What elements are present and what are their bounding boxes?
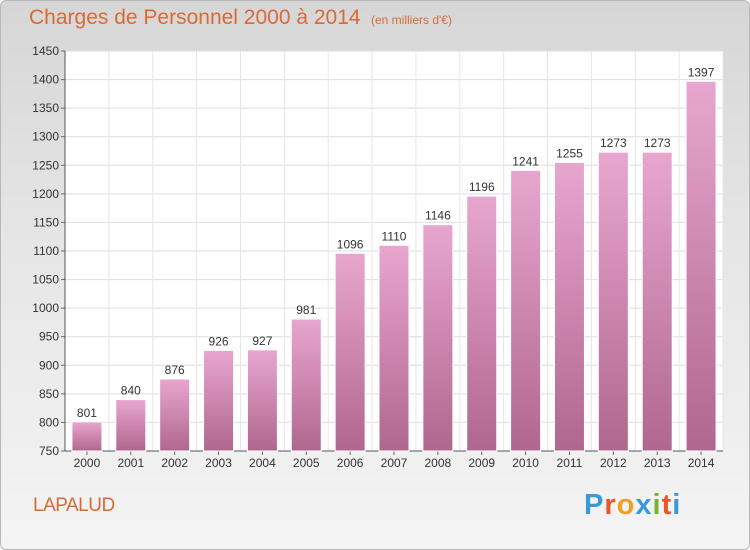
x-tick-label: 2008 (425, 456, 452, 470)
y-tick-label: 1000 (32, 301, 59, 315)
data-label: 840 (121, 384, 141, 398)
bar (159, 378, 191, 452)
chart-title: Charges de Personnel 2000 à 2014 (29, 6, 361, 29)
logo-letter: r (604, 489, 617, 521)
x-tick-label: 2001 (117, 456, 144, 470)
data-labels: 801 840 876 926 927 981 1096 1110 1146 1196 1241 12… (77, 65, 715, 420)
y-tick-label: 1450 (32, 44, 59, 58)
chart-subtitle: (en milliers d'€) (371, 13, 452, 27)
bar (422, 224, 454, 452)
bar (510, 169, 542, 452)
data-label: 927 (252, 334, 272, 348)
y-tick-label: 1250 (32, 158, 59, 172)
bar (71, 421, 103, 452)
x-tick-label: 2005 (293, 456, 320, 470)
y-tick-label: 900 (39, 358, 59, 372)
bar (466, 195, 498, 452)
bar (203, 349, 235, 452)
bar (597, 151, 629, 452)
y-tick-label: 1050 (32, 273, 59, 287)
logo-letter: i (672, 489, 682, 521)
y-tick-label: 1300 (32, 130, 59, 144)
y-tick-label: 1100 (33, 244, 59, 258)
bar (378, 244, 410, 452)
data-label: 1110 (382, 229, 407, 243)
proxiti-logo: Proxiti (584, 489, 681, 522)
data-label: 1255 (556, 146, 583, 160)
data-label: 926 (209, 334, 229, 348)
y-tick-label: 1350 (32, 101, 59, 115)
logo-letter: P (584, 489, 605, 521)
x-tick-label: 2000 (74, 456, 101, 470)
y-tick-label: 800 (39, 415, 59, 429)
data-label: 1397 (688, 65, 715, 79)
place-name: LAPALUD (33, 495, 115, 516)
data-label: 1096 (337, 237, 364, 251)
bar (115, 399, 147, 452)
logo-letter: t (661, 489, 673, 521)
y-tick-label: 1400 (32, 73, 59, 87)
bar (334, 252, 366, 452)
data-label: 1146 (425, 209, 451, 223)
y-tick-label: 1150 (33, 215, 59, 229)
data-label: 1241 (512, 154, 539, 168)
x-tick-label: 2002 (161, 456, 188, 470)
x-tick-label: 2003 (205, 456, 232, 470)
x-tick-label: 2014 (688, 456, 715, 470)
data-label: 876 (165, 363, 185, 377)
axes: 750 800 850 900 950 1000 1050 1100 1150 1200 1250 1… (32, 44, 723, 470)
logo-letter: i (652, 489, 662, 521)
y-tick-label: 850 (39, 387, 59, 401)
x-tick-label: 2009 (468, 456, 495, 470)
x-tick-label: 2012 (600, 456, 627, 470)
data-label: 1196 (469, 180, 495, 194)
bar (685, 80, 717, 452)
data-label: 1273 (600, 136, 627, 150)
x-tick-label: 2011 (557, 456, 583, 470)
bar (246, 349, 278, 452)
x-tick-label: 2010 (512, 456, 539, 470)
y-tick-label: 750 (39, 444, 59, 458)
data-label: 801 (77, 406, 97, 420)
bar (641, 151, 673, 452)
bars (71, 80, 717, 452)
x-tick-label: 2006 (337, 456, 364, 470)
x-tick-label: 2004 (249, 456, 276, 470)
bar (290, 318, 322, 452)
y-tick-label: 1200 (32, 187, 59, 201)
x-tick-label: 2007 (381, 456, 408, 470)
data-label: 1273 (644, 136, 671, 150)
logo-letter: o (616, 489, 636, 521)
y-tick-label: 950 (39, 330, 59, 344)
data-label: 981 (296, 303, 316, 317)
logo-letter: x (635, 489, 653, 521)
x-tick-label: 2013 (644, 456, 671, 470)
bar (553, 161, 585, 452)
